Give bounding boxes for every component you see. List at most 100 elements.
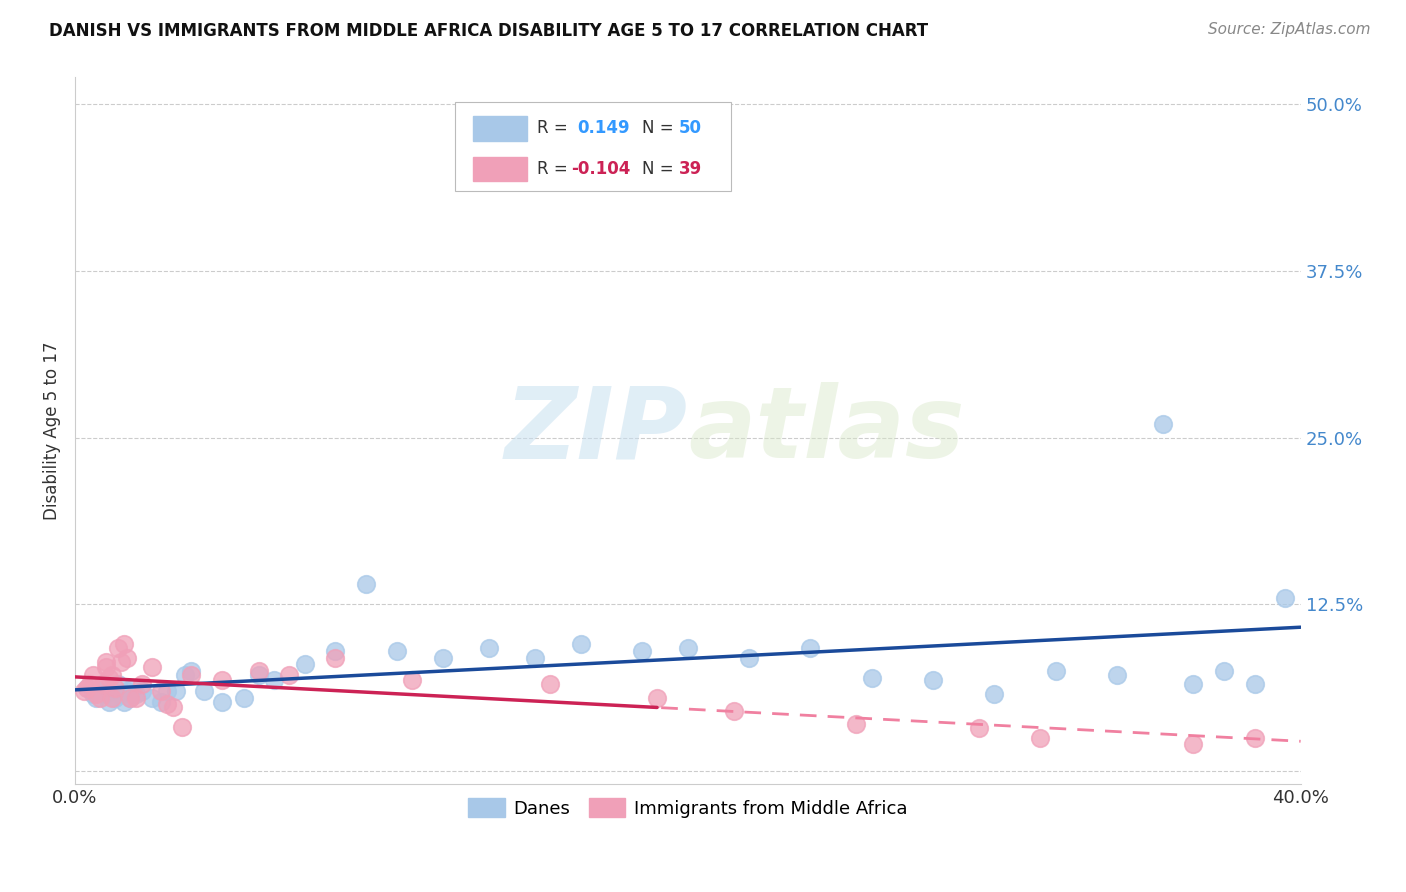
- Y-axis label: Disability Age 5 to 17: Disability Age 5 to 17: [44, 342, 60, 520]
- Point: [174, 668, 197, 682]
- Point: [104, 681, 127, 696]
- Text: N =: N =: [643, 161, 679, 178]
- Point: [115, 684, 138, 698]
- Point: [104, 690, 127, 705]
- Point: [91, 677, 114, 691]
- Point: [149, 684, 172, 698]
- Point: [523, 650, 546, 665]
- Point: [385, 644, 408, 658]
- Point: [162, 700, 184, 714]
- Point: [165, 684, 187, 698]
- Point: [1045, 664, 1067, 678]
- Point: [172, 720, 194, 734]
- Point: [845, 717, 868, 731]
- Text: R =: R =: [537, 120, 574, 137]
- Point: [211, 695, 233, 709]
- Point: [97, 695, 120, 709]
- Point: [97, 671, 120, 685]
- Point: [79, 677, 101, 691]
- Text: ZIP: ZIP: [505, 383, 688, 479]
- Point: [1029, 731, 1052, 745]
- Point: [94, 687, 117, 701]
- Point: [107, 641, 129, 656]
- Point: [89, 684, 111, 698]
- Point: [89, 690, 111, 705]
- Legend: Danes, Immigrants from Middle Africa: Danes, Immigrants from Middle Africa: [461, 791, 914, 825]
- Point: [294, 657, 316, 672]
- Point: [125, 690, 148, 705]
- Text: 0.149: 0.149: [578, 120, 630, 137]
- Point: [967, 722, 990, 736]
- Point: [156, 684, 179, 698]
- FancyBboxPatch shape: [474, 157, 527, 181]
- Point: [278, 668, 301, 682]
- Point: [1274, 591, 1296, 605]
- Point: [149, 695, 172, 709]
- Point: [94, 660, 117, 674]
- Text: R =: R =: [537, 161, 574, 178]
- Point: [1182, 677, 1205, 691]
- FancyBboxPatch shape: [474, 117, 527, 141]
- Point: [1182, 738, 1205, 752]
- Point: [86, 690, 108, 705]
- Point: [131, 677, 153, 691]
- Point: [860, 671, 883, 685]
- Point: [232, 690, 254, 705]
- Point: [73, 684, 96, 698]
- Point: [723, 704, 745, 718]
- Point: [247, 668, 270, 682]
- Point: [569, 637, 592, 651]
- Point: [120, 690, 142, 705]
- Point: [76, 681, 98, 696]
- Text: Source: ZipAtlas.com: Source: ZipAtlas.com: [1208, 22, 1371, 37]
- Point: [82, 687, 104, 701]
- Point: [325, 644, 347, 658]
- Point: [94, 655, 117, 669]
- Point: [799, 641, 821, 656]
- Point: [125, 687, 148, 701]
- Point: [193, 684, 215, 698]
- Point: [115, 650, 138, 665]
- Point: [354, 577, 377, 591]
- Point: [101, 668, 124, 682]
- Point: [82, 668, 104, 682]
- Point: [122, 681, 145, 696]
- Point: [1213, 664, 1236, 678]
- Point: [538, 677, 561, 691]
- Point: [922, 673, 945, 688]
- Text: atlas: atlas: [688, 383, 965, 479]
- Point: [1243, 731, 1265, 745]
- Text: DANISH VS IMMIGRANTS FROM MIDDLE AFRICA DISABILITY AGE 5 TO 17 CORRELATION CHART: DANISH VS IMMIGRANTS FROM MIDDLE AFRICA …: [49, 22, 928, 40]
- Point: [676, 641, 699, 656]
- Point: [107, 677, 129, 691]
- Point: [112, 695, 135, 709]
- Point: [478, 641, 501, 656]
- Point: [401, 673, 423, 688]
- Point: [110, 655, 132, 669]
- Point: [101, 684, 124, 698]
- Point: [738, 650, 761, 665]
- Point: [120, 690, 142, 705]
- Point: [110, 687, 132, 701]
- Point: [141, 690, 163, 705]
- Point: [1152, 417, 1174, 432]
- Point: [983, 687, 1005, 701]
- Point: [432, 650, 454, 665]
- Point: [156, 698, 179, 712]
- Point: [91, 677, 114, 691]
- Point: [1243, 677, 1265, 691]
- Point: [263, 673, 285, 688]
- Point: [325, 650, 347, 665]
- Point: [112, 637, 135, 651]
- Point: [1105, 668, 1128, 682]
- Text: 50: 50: [679, 120, 702, 137]
- Point: [211, 673, 233, 688]
- Text: 39: 39: [679, 161, 703, 178]
- Point: [645, 690, 668, 705]
- Point: [131, 684, 153, 698]
- Point: [180, 664, 202, 678]
- FancyBboxPatch shape: [456, 103, 731, 191]
- Point: [247, 664, 270, 678]
- Point: [141, 660, 163, 674]
- Point: [76, 681, 98, 696]
